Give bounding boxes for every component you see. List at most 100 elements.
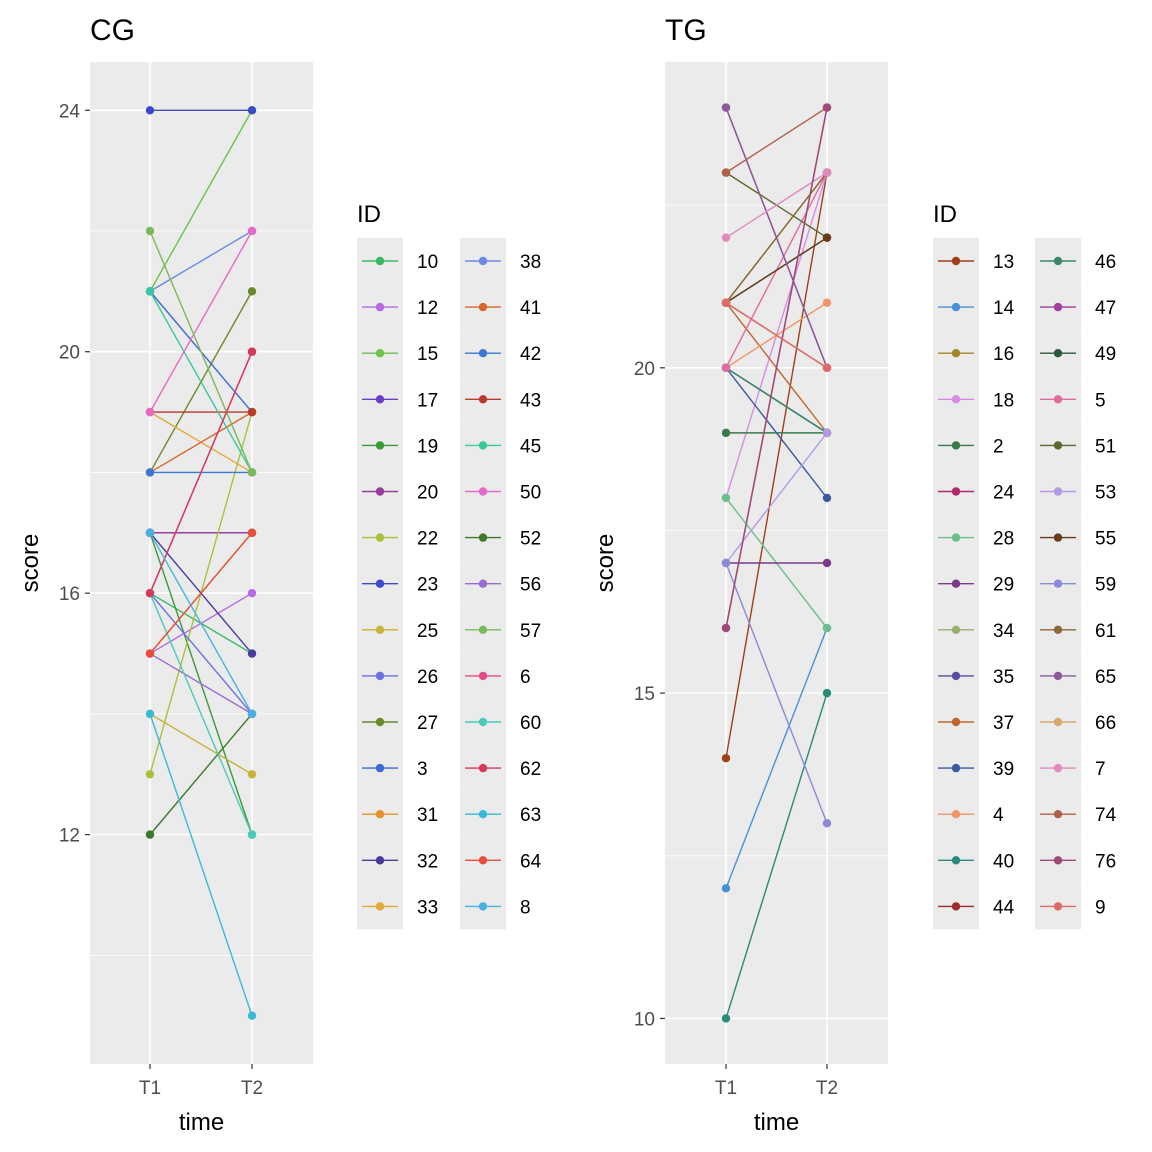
panel-0: 12 16 20 24 T1 T2 CG time score ID 10 12 15 17 19 20 22 2…: [17, 14, 542, 1136]
data-point-40-T1: [721, 1014, 731, 1023]
legend-key-point: [375, 395, 385, 404]
data-point-74-T1: [721, 168, 731, 177]
legend-key-point: [951, 487, 961, 496]
legend-label-22: 22: [417, 529, 438, 550]
data-point-4-T2: [822, 298, 832, 307]
y-tick-label: 10: [634, 1009, 655, 1030]
data-point-59-T1: [721, 558, 731, 568]
legend-label-25: 25: [417, 621, 438, 642]
series-line-64: [149, 532, 253, 654]
legend-key-point: [951, 671, 961, 681]
data-point-63-T2: [247, 1011, 257, 1020]
legend-label-50: 50: [520, 483, 541, 504]
legend-key-point: [478, 533, 488, 542]
data-point-9-T2: [822, 363, 832, 373]
legend-key-point: [1053, 302, 1063, 312]
legend-key-point: [951, 302, 961, 312]
x-tick-label: T1: [715, 1078, 737, 1099]
x-tick-label: T1: [139, 1078, 161, 1099]
legend-label-64: 64: [520, 851, 542, 872]
series-line-41: [149, 411, 253, 474]
series-line-76: [725, 107, 828, 629]
legend-label-66: 66: [1095, 713, 1116, 734]
legend-key-point: [1053, 349, 1063, 358]
legend-key-point: [1053, 810, 1063, 819]
data-point-22-T1: [145, 770, 155, 779]
y-tick-label: 20: [59, 343, 80, 364]
legend-label-6: 6: [520, 667, 531, 688]
legend-label-8: 8: [520, 897, 531, 918]
data-point-59-T2: [822, 819, 832, 828]
legend-label-65: 65: [1095, 667, 1116, 688]
legend-key-point: [375, 533, 385, 542]
legend-label-45: 45: [520, 436, 541, 457]
legend-label-27: 27: [417, 713, 438, 734]
legend-key-point: [478, 810, 488, 819]
legend-label-3: 3: [417, 759, 428, 780]
legend-key-point: [478, 349, 488, 358]
legend-label-12: 12: [417, 298, 438, 319]
legend-label-53: 53: [1095, 483, 1116, 504]
legend-label-31: 31: [417, 805, 438, 826]
legend-key-point: [951, 902, 961, 911]
legend-label-34: 34: [993, 621, 1015, 642]
series-line-39: [725, 367, 828, 499]
legend-label-43: 43: [520, 390, 541, 411]
legend-label-5: 5: [1095, 390, 1106, 411]
y-tick-label: 16: [59, 584, 80, 605]
legend-label-32: 32: [417, 851, 438, 872]
legend-key-point: [1053, 579, 1063, 588]
data-point-32-T2: [247, 649, 257, 658]
series-line-40: [725, 692, 828, 1019]
data-point-8-T2: [247, 709, 257, 719]
data-point-55-T2: [822, 233, 832, 242]
y-tick-label: 15: [634, 684, 655, 705]
legend-key-point: [1053, 625, 1063, 634]
legend-key-point: [951, 533, 961, 542]
series-line-56: [149, 652, 253, 715]
legend-key-point: [951, 395, 961, 404]
data-point-62-T1: [145, 588, 155, 598]
data-point-63-T1: [145, 709, 155, 719]
legend-label-7: 7: [1095, 759, 1106, 780]
legend-key-point: [1053, 763, 1063, 773]
legend-label-47: 47: [1095, 298, 1116, 319]
series-line-14: [725, 627, 828, 889]
legend-label-38: 38: [520, 252, 541, 273]
legend-key-point: [1053, 256, 1063, 266]
legend-label-51: 51: [1095, 436, 1116, 457]
data-point-25-T2: [247, 770, 257, 779]
data-point-14-T1: [721, 884, 731, 893]
series-line-59: [725, 562, 828, 824]
legend-label-57: 57: [520, 621, 541, 642]
legend-key-point: [375, 579, 385, 588]
data-point-45-T1: [145, 287, 155, 296]
data-point-8-T1: [145, 528, 155, 538]
series-line-25: [149, 713, 253, 775]
legend-key-point: [478, 441, 488, 450]
legend-key-point: [478, 579, 488, 588]
legend-label-29: 29: [993, 575, 1014, 596]
legend-label-41: 41: [520, 298, 541, 319]
data-point-9-T1: [721, 298, 731, 307]
data-point-39-T2: [822, 493, 832, 503]
series-line-65: [725, 107, 828, 369]
legend-key-point: [478, 487, 488, 496]
legend-label-76: 76: [1095, 851, 1116, 872]
legend-label-13: 13: [993, 252, 1014, 273]
series-line-9: [725, 302, 828, 369]
data-point-23-T2: [247, 106, 257, 115]
data-point-57-T1: [145, 226, 155, 236]
legend-label-33: 33: [417, 897, 438, 918]
legend-label-74: 74: [1095, 805, 1117, 826]
legend-label-40: 40: [993, 851, 1014, 872]
legend-label-49: 49: [1095, 344, 1116, 365]
legend-label-44: 44: [993, 897, 1015, 918]
y-axis-title: score: [17, 534, 44, 593]
legend-key-point: [951, 441, 961, 450]
series-line-8: [149, 532, 253, 715]
series-line-38: [149, 230, 253, 292]
legend-title: ID: [933, 201, 957, 228]
legend-key-point: [478, 625, 488, 634]
